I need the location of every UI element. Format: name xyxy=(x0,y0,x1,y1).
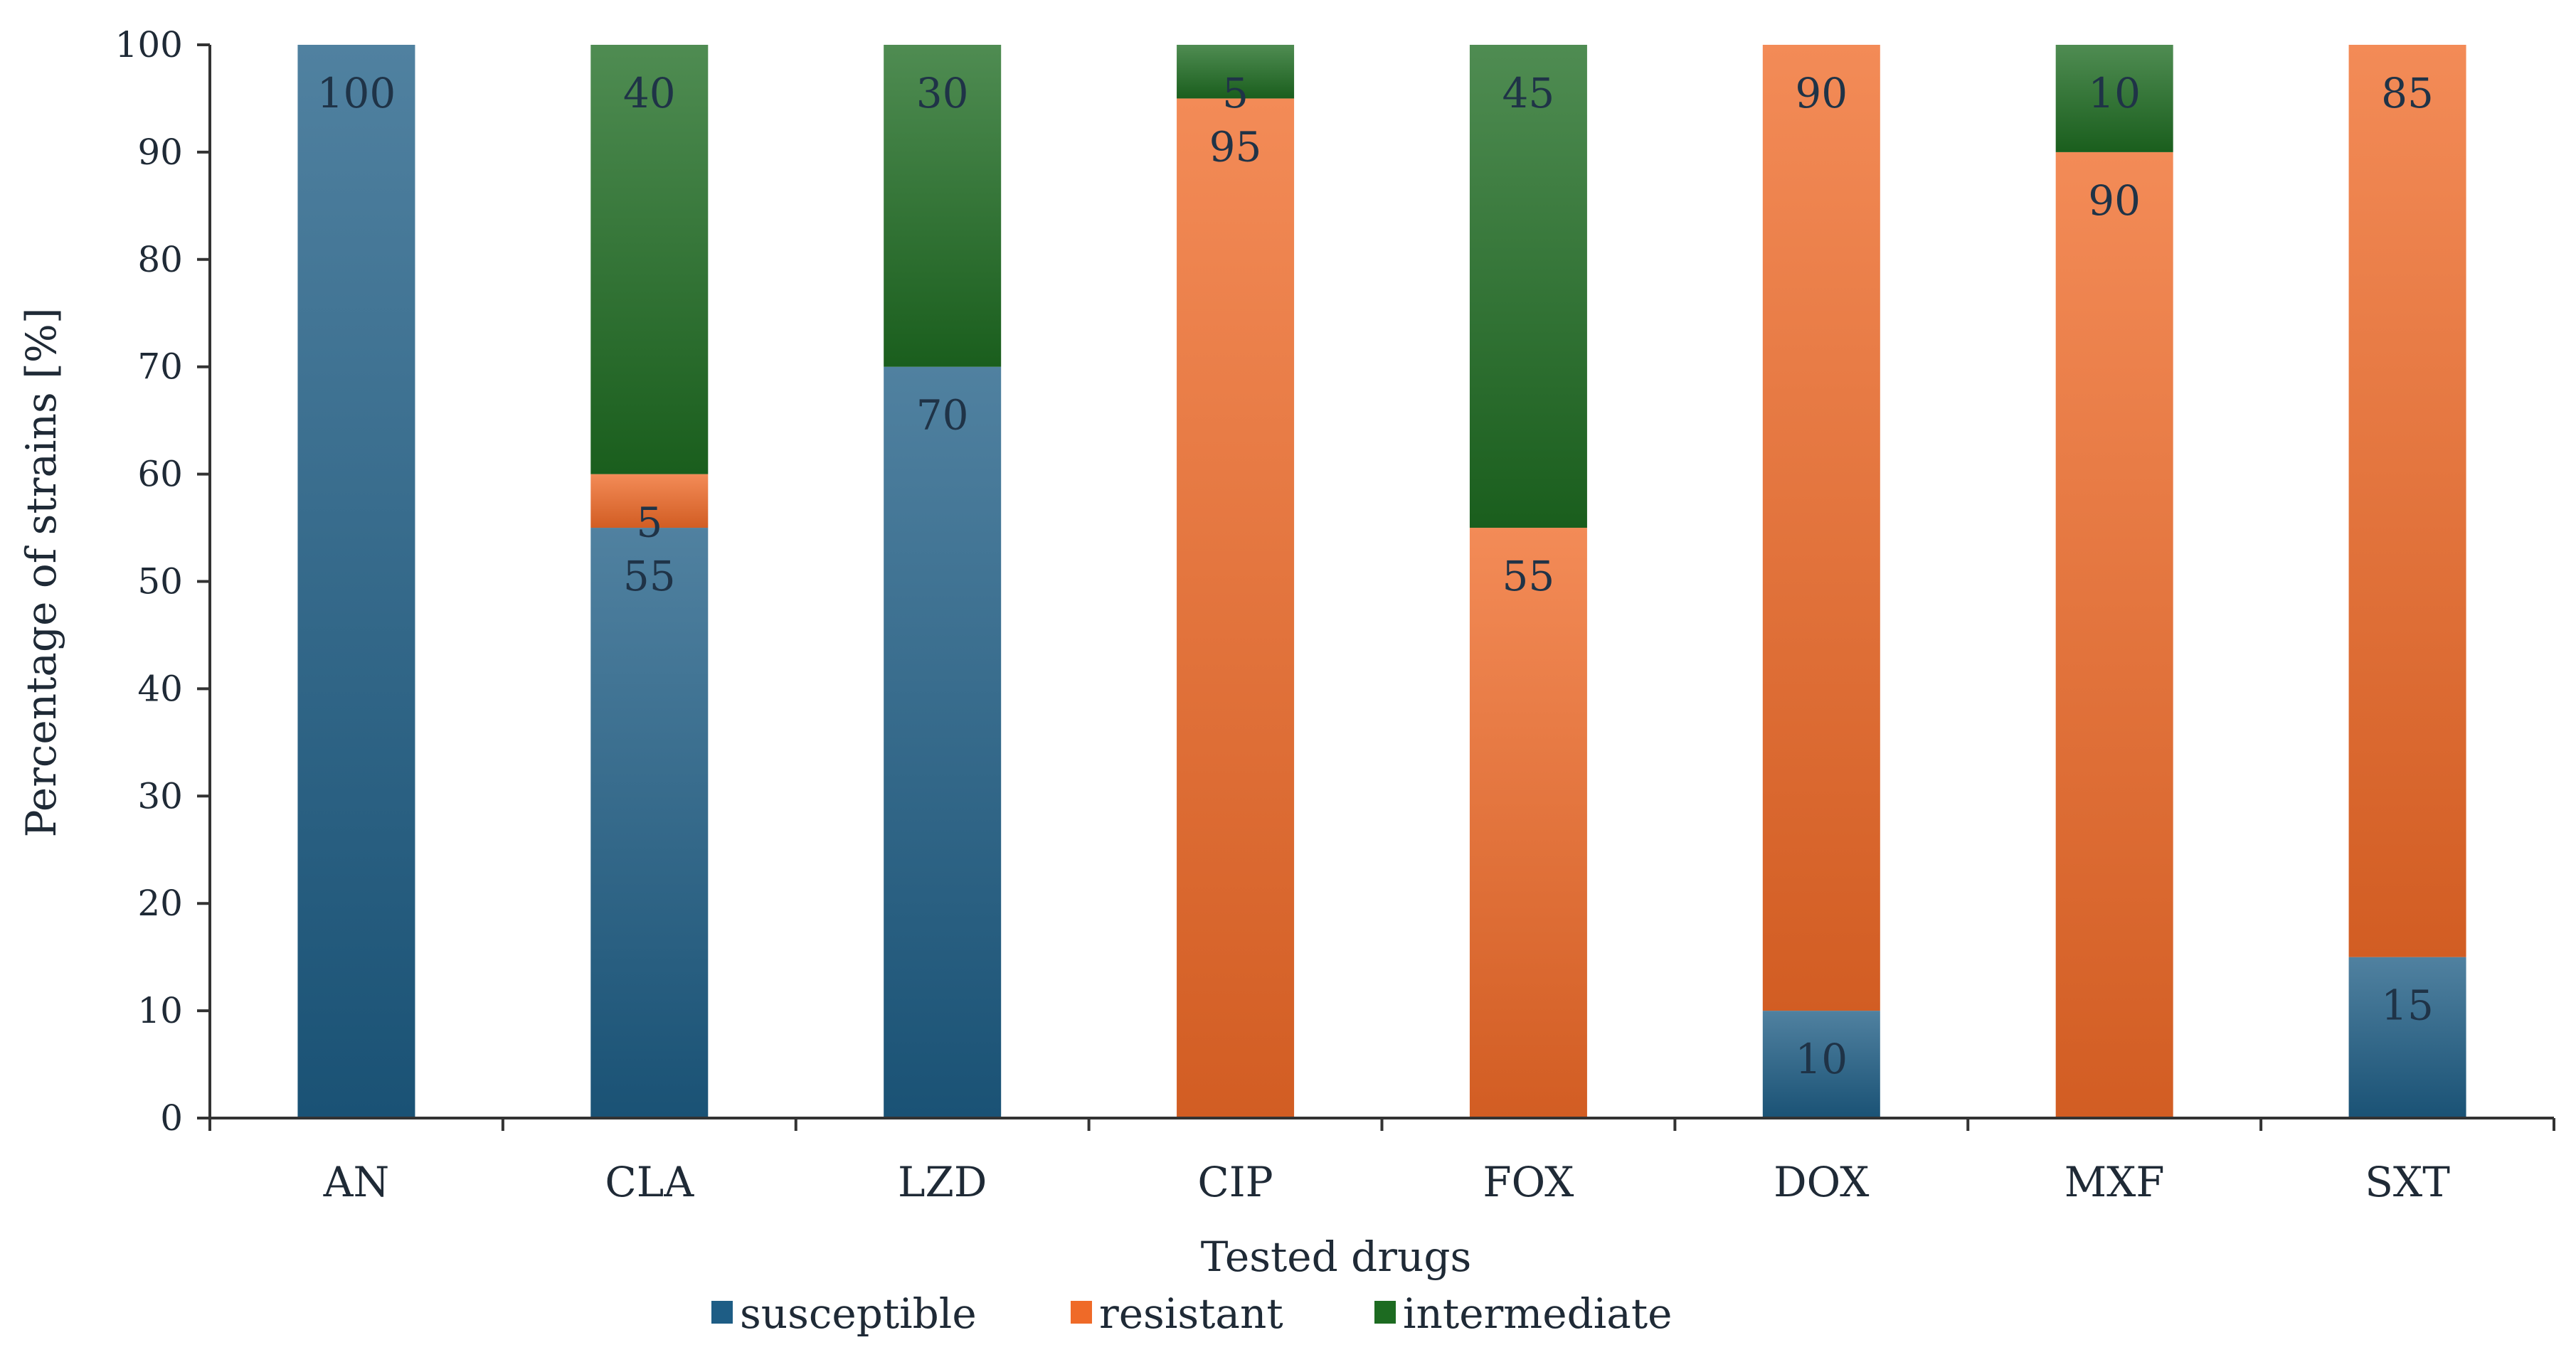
x-tick-label: MXF xyxy=(2064,1158,2165,1206)
y-tick-label: 80 xyxy=(137,239,183,280)
y-tick-label: 20 xyxy=(137,883,183,924)
y-tick-label: 70 xyxy=(137,346,183,388)
data-label: 40 xyxy=(623,69,676,117)
y-tick-label: 60 xyxy=(137,454,183,495)
legend-swatch-susceptible xyxy=(711,1301,733,1324)
data-label: 30 xyxy=(916,69,969,117)
y-tick-label: 40 xyxy=(137,668,183,709)
bar-segment-intermediate xyxy=(590,45,709,474)
data-label: 45 xyxy=(1502,69,1555,117)
x-tick-label: CIP xyxy=(1197,1158,1273,1206)
y-tick-label: 100 xyxy=(115,24,183,65)
bar-segment-susceptible xyxy=(590,528,709,1118)
data-label: 85 xyxy=(2381,69,2434,117)
y-tick-label: 0 xyxy=(160,1097,183,1139)
data-label: 10 xyxy=(2088,69,2141,117)
data-label: 5 xyxy=(1222,69,1249,117)
data-label: 15 xyxy=(2381,982,2434,1030)
data-label: 5 xyxy=(636,499,662,547)
x-tick-label: SXT xyxy=(2365,1158,2450,1206)
bar-segment-resistant xyxy=(1177,98,1295,1119)
data-label: 95 xyxy=(1209,122,1262,171)
y-axis-ticks: 0 10 20 30 40 50 60 70 80 90 100 xyxy=(115,24,210,1139)
legend-swatch-resistant xyxy=(1071,1301,1092,1324)
bar-segment-resistant xyxy=(590,474,709,528)
data-label: 90 xyxy=(1795,69,1848,117)
y-tick-label: 10 xyxy=(137,990,183,1031)
bar-segment-susceptible xyxy=(884,366,1002,1119)
x-tick-label: CLA xyxy=(605,1158,694,1206)
data-label: 10 xyxy=(1795,1035,1848,1083)
axes-layer xyxy=(208,45,2554,1119)
legend-swatch-intermediate xyxy=(1374,1301,1396,1324)
y-axis-title: Percentage of strains [%] xyxy=(17,307,65,837)
data-label: 55 xyxy=(623,552,676,600)
y-tick-label: 50 xyxy=(137,561,183,602)
bar-segment-susceptible xyxy=(2348,957,2466,1118)
bar-segment-intermediate xyxy=(1469,45,1587,528)
legend: susceptible resistant intermediate xyxy=(711,1289,1672,1338)
x-axis-ticks: AN CLA LZD CIP FOX DOX MXF SXT xyxy=(208,1118,2555,1206)
x-axis-title: Tested drugs xyxy=(1201,1233,1472,1281)
bar-segment-resistant xyxy=(2348,45,2466,957)
bar-segment-susceptible xyxy=(297,45,415,1118)
bar-segment-resistant xyxy=(1762,45,1880,1011)
x-tick-label: FOX xyxy=(1483,1158,1574,1206)
bar-segment-intermediate xyxy=(1177,45,1295,99)
legend-label-intermediate: intermediate xyxy=(1403,1289,1672,1338)
y-tick-label: 90 xyxy=(137,132,183,173)
x-tick-label: DOX xyxy=(1774,1158,1870,1206)
bar-segment-susceptible xyxy=(1762,1011,1880,1118)
legend-label-resistant: resistant xyxy=(1099,1289,1283,1338)
data-label: 55 xyxy=(1502,552,1555,600)
x-tick-label: LZD xyxy=(898,1158,987,1206)
bar-segment-resistant xyxy=(1469,528,1587,1118)
bar-segment-intermediate xyxy=(2055,45,2173,152)
data-label: 100 xyxy=(317,69,396,117)
data-label: 70 xyxy=(916,391,969,440)
legend-label-susceptible: susceptible xyxy=(740,1289,977,1338)
y-tick-label: 30 xyxy=(137,775,183,817)
x-tick-label: AN xyxy=(323,1158,390,1206)
bar-segment-resistant xyxy=(2055,151,2173,1118)
bars-layer xyxy=(297,45,2466,1119)
bar-segment-intermediate xyxy=(884,45,1002,367)
data-label: 90 xyxy=(2088,176,2141,225)
